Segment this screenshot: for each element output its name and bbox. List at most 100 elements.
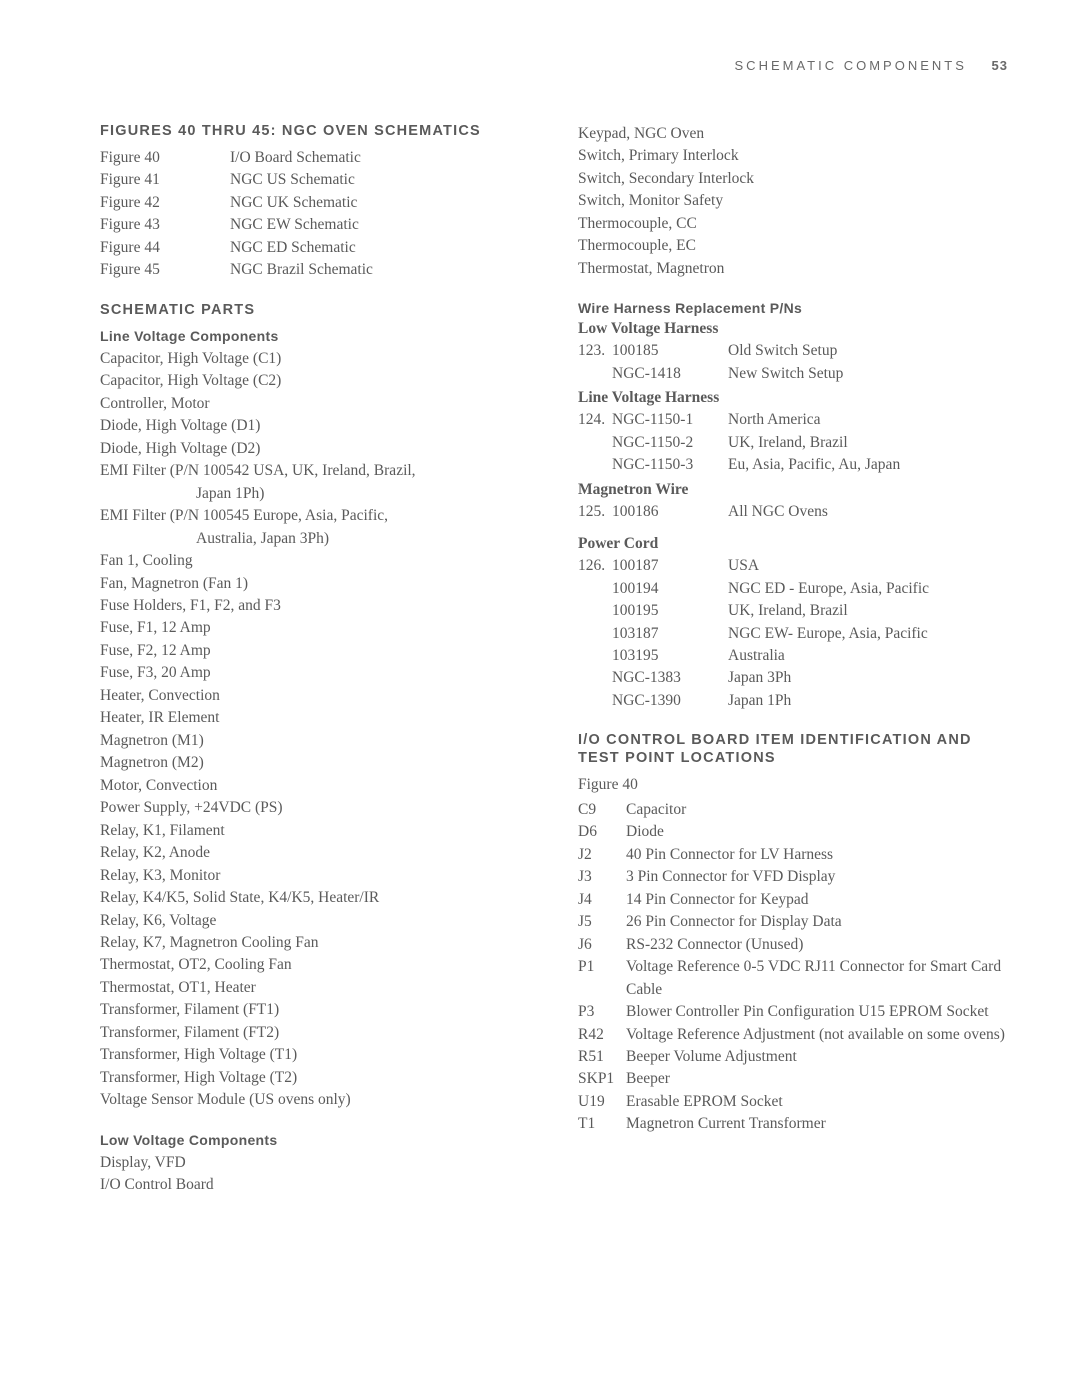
part-desc: NGC ED - Europe, Asia, Pacific [728,578,929,600]
low-voltage-item: Thermostat, Magnetron [578,258,1008,280]
line-voltage-item: Thermostat, OT1, Heater [100,977,530,999]
io-item-row: SKP1Beeper [578,1068,1008,1090]
low-voltage-cont: Keypad, NGC OvenSwitch, Primary Interloc… [578,123,1008,280]
io-desc: Magnetron Current Transformer [626,1113,826,1135]
io-item-row: J240 Pin Connector for LV Harness [578,844,1008,866]
io-id: J6 [578,934,626,956]
line-voltage-item: Relay, K7, Magnetron Cooling Fan [100,932,530,954]
line-voltage-item: Magnetron (M1) [100,730,530,752]
line-voltage-item: Fan, Magnetron (Fan 1) [100,573,530,595]
part-number: 100187 [612,555,728,577]
part-number: NGC-1418 [612,363,728,385]
low-voltage-item: I/O Control Board [100,1174,530,1196]
io-id: J5 [578,911,626,933]
io-item-row: R51Beeper Volume Adjustment [578,1046,1008,1068]
low-voltage-heading: Low Voltage Components [100,1132,530,1148]
part-number: NGC-1383 [612,667,728,689]
part-number: NGC-1150-2 [612,432,728,454]
figure-label: Figure 44 [100,237,230,259]
low-voltage-item: Switch, Monitor Safety [578,190,1008,212]
idx [578,578,612,600]
part-number: 103187 [612,623,728,645]
part-desc: UK, Ireland, Brazil [728,600,848,622]
line-voltage-section: Line Voltage Components Capacitor, High … [100,328,530,1112]
idx [578,623,612,645]
part-number: NGC-1150-1 [612,409,728,431]
part-number: 100185 [612,340,728,362]
part-number-row: NGC-1390Japan 1Ph [578,690,1008,712]
figures-heading: FIGURES 40 THRU 45: NGC OVEN SCHEMATICS [100,123,530,139]
line-voltage-item: Magnetron (M2) [100,752,530,774]
figure-desc: NGC ED Schematic [230,237,356,259]
line-voltage-item: Capacitor, High Voltage (C2) [100,370,530,392]
magnetron-wire-heading: Magnetron Wire [578,481,1008,499]
io-board-section: I/O CONTROL BOARD ITEM IDENTIFICATION AN… [578,732,1008,1136]
line-voltage-item: Relay, K4/K5, Solid State, K4/K5, Heater… [100,887,530,909]
line-voltage-item: Fuse, F1, 12 Amp [100,617,530,639]
figure-label: Figure 40 [100,147,230,169]
idx [578,363,612,385]
line-voltage-item: Fuse, F3, 20 Amp [100,662,530,684]
io-id: P3 [578,1001,626,1023]
io-desc: RS-232 Connector (Unused) [626,934,803,956]
io-item-row: J526 Pin Connector for Display Data [578,911,1008,933]
figure-row: Figure 44NGC ED Schematic [100,237,530,259]
line-voltage-item: EMI Filter (P/N 100542 USA, UK, Ireland,… [100,460,530,482]
part-desc: Japan 1Ph [728,690,791,712]
part-number-row: NGC-1150-3Eu, Asia, Pacific, Au, Japan [578,454,1008,476]
line-voltage-item: Transformer, Filament (FT1) [100,999,530,1021]
figure-row: Figure 42NGC UK Schematic [100,192,530,214]
idx [578,690,612,712]
io-item-row: R42Voltage Reference Adjustment (not ava… [578,1024,1008,1046]
io-heading-line2: TEST POINT LOCATIONS [578,750,1008,766]
figure-label: Figure 41 [100,169,230,191]
idx [578,645,612,667]
line-voltage-item: Heater, Convection [100,685,530,707]
idx: 126. [578,555,612,577]
part-desc: All NGC Ovens [728,501,828,523]
figure-desc: NGC Brazil Schematic [230,259,373,281]
io-item-row: C9Capacitor [578,799,1008,821]
io-desc: Beeper [626,1068,670,1090]
figure-desc: NGC EW Schematic [230,214,359,236]
io-heading-line1: I/O CONTROL BOARD ITEM IDENTIFICATION AN… [578,732,1008,748]
part-desc: North America [728,409,821,431]
line-voltage-item: Motor, Convection [100,775,530,797]
part-number: 100186 [612,501,728,523]
line-voltage-item: Relay, K1, Filament [100,820,530,842]
line-voltage-item: Diode, High Voltage (D1) [100,415,530,437]
part-desc: Eu, Asia, Pacific, Au, Japan [728,454,900,476]
io-id: U19 [578,1091,626,1113]
io-desc: Diode [626,821,664,843]
idx [578,600,612,622]
io-desc: 40 Pin Connector for LV Harness [626,844,833,866]
io-id: J3 [578,866,626,888]
io-desc: Capacitor [626,799,686,821]
idx: 125. [578,501,612,523]
io-id: D6 [578,821,626,843]
part-desc: NGC EW- Europe, Asia, Pacific [728,623,928,645]
idx [578,432,612,454]
line-voltage-item: Transformer, High Voltage (T2) [100,1067,530,1089]
part-desc: Australia [728,645,785,667]
line-voltage-item: Relay, K6, Voltage [100,910,530,932]
low-voltage-item: Switch, Secondary Interlock [578,168,1008,190]
line-voltage-item: Fuse Holders, F1, F2, and F3 [100,595,530,617]
left-column: FIGURES 40 THRU 45: NGC OVEN SCHEMATICS … [100,123,530,1217]
part-number-row: NGC-1418New Switch Setup [578,363,1008,385]
line-voltage-item: Fuse, F2, 12 Amp [100,640,530,662]
part-number-row: 103195Australia [578,645,1008,667]
idx [578,454,612,476]
line-voltage-item: Relay, K3, Monitor [100,865,530,887]
io-desc: Erasable EPROM Socket [626,1091,783,1113]
idx: 124. [578,409,612,431]
io-item-row: P1Voltage Reference 0-5 VDC RJ11 Connect… [578,956,1008,1001]
part-number: 100194 [612,578,728,600]
line-voltage-item-cont: Australia, Japan 3Ph) [100,528,530,550]
part-number-row: 125.100186All NGC Ovens [578,501,1008,523]
part-number: NGC-1150-3 [612,454,728,476]
part-number-row: NGC-1383Japan 3Ph [578,667,1008,689]
figure-desc: NGC US Schematic [230,169,355,191]
io-id: SKP1 [578,1068,626,1090]
line-voltage-item: Power Supply, +24VDC (PS) [100,797,530,819]
